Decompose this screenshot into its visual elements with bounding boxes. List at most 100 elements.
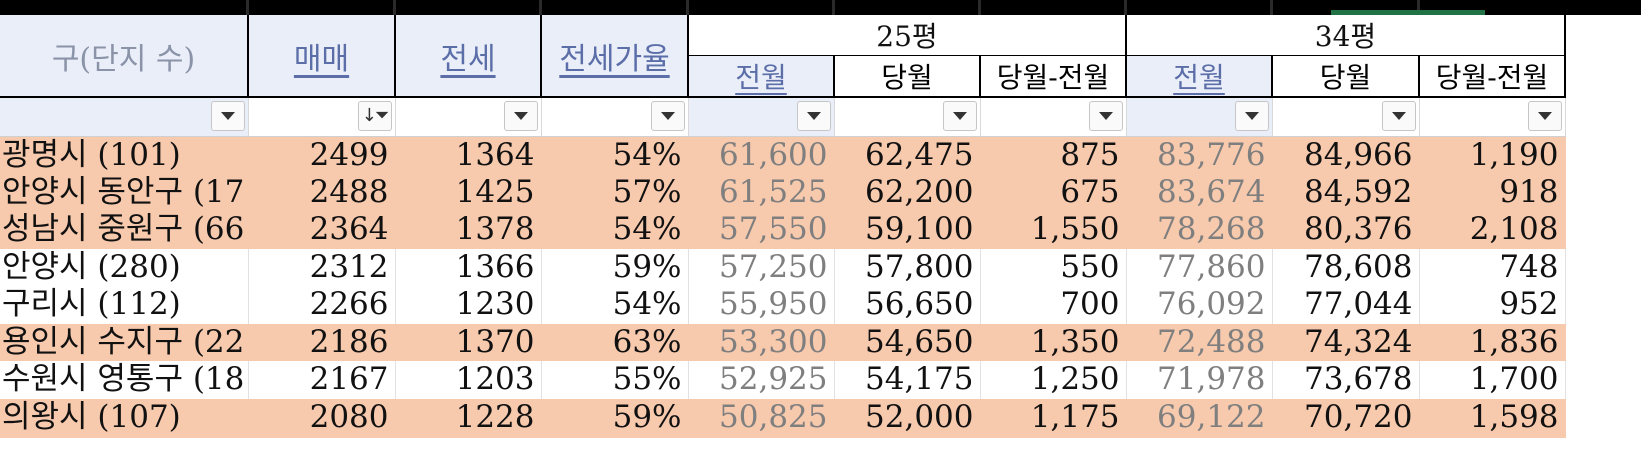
cell-region[interactable]: 의왕시 (107) xyxy=(0,398,249,438)
cell-34-diff[interactable]: 1,836 xyxy=(1419,323,1566,361)
cell-34-prev[interactable]: 76,092 xyxy=(1126,286,1273,324)
cell-34-prev[interactable]: 77,860 xyxy=(1126,248,1273,286)
header-34-diff[interactable]: 당월-전월 xyxy=(1419,55,1566,98)
cell-region[interactable]: 용인시 수지구 (22 xyxy=(0,323,249,361)
cell-25-curr[interactable]: 62,200 xyxy=(834,173,981,211)
cell-25-curr[interactable]: 57,800 xyxy=(834,248,981,286)
cell-ratio[interactable]: 59% xyxy=(541,398,689,438)
cell-34-diff[interactable]: 918 xyxy=(1419,173,1566,211)
header-region[interactable]: 구(단지 수) xyxy=(0,15,249,98)
header-jeonse-ratio[interactable]: 전세가율 xyxy=(541,15,689,98)
cell-34-diff[interactable]: 1,598 xyxy=(1419,398,1566,438)
cell-jeonse[interactable]: 1425 xyxy=(395,173,542,211)
cell-34-curr[interactable]: 80,376 xyxy=(1272,211,1420,249)
header-jeonse[interactable]: 전세 xyxy=(395,15,542,98)
cell-25-curr[interactable]: 56,650 xyxy=(834,286,981,324)
filter-button-25-prev[interactable] xyxy=(796,101,831,131)
cell-sale[interactable]: 2499 xyxy=(248,136,396,174)
cell-34-prev[interactable]: 83,776 xyxy=(1126,136,1273,174)
cell-25-prev[interactable]: 57,250 xyxy=(688,248,835,286)
cell-25-prev[interactable]: 53,300 xyxy=(688,323,835,361)
cell-25-diff[interactable]: 1,550 xyxy=(980,211,1127,249)
cell-25-prev[interactable]: 55,950 xyxy=(688,286,835,324)
cell-25-prev[interactable]: 57,550 xyxy=(688,211,835,249)
cell-34-curr[interactable]: 84,592 xyxy=(1272,173,1420,211)
cell-25-diff[interactable]: 700 xyxy=(980,286,1127,324)
cell-jeonse[interactable]: 1230 xyxy=(395,286,542,324)
cell-jeonse[interactable]: 1203 xyxy=(395,361,542,399)
header-34-prev[interactable]: 전월 xyxy=(1126,55,1273,98)
cell-25-diff[interactable]: 675 xyxy=(980,173,1127,211)
filter-button-region[interactable] xyxy=(210,101,245,131)
filter-button-25-diff[interactable] xyxy=(1088,101,1123,131)
cell-34-curr[interactable]: 84,966 xyxy=(1272,136,1420,174)
filter-button-ratio[interactable] xyxy=(650,101,685,131)
cell-34-curr[interactable]: 78,608 xyxy=(1272,248,1420,286)
cell-34-prev[interactable]: 78,268 xyxy=(1126,211,1273,249)
cell-ratio[interactable]: 57% xyxy=(541,173,689,211)
cell-jeonse[interactable]: 1370 xyxy=(395,323,542,361)
cell-34-prev[interactable]: 83,674 xyxy=(1126,173,1273,211)
filter-button-34-curr[interactable] xyxy=(1381,101,1416,131)
cell-25-prev[interactable]: 52,925 xyxy=(688,361,835,399)
filter-button-34-diff[interactable] xyxy=(1527,101,1562,131)
cell-ratio[interactable]: 54% xyxy=(541,211,689,249)
cell-34-curr[interactable]: 70,720 xyxy=(1272,398,1420,438)
cell-ratio[interactable]: 54% xyxy=(541,286,689,324)
sort-filter-button-sale[interactable]: ↓⏷ xyxy=(357,101,392,131)
cell-sale[interactable]: 2080 xyxy=(248,398,396,438)
cell-sale[interactable]: 2364 xyxy=(248,211,396,249)
cell-34-diff[interactable]: 1,700 xyxy=(1419,361,1566,399)
cell-25-curr[interactable]: 62,475 xyxy=(834,136,981,174)
cell-25-curr[interactable]: 54,175 xyxy=(834,361,981,399)
header-sale[interactable]: 매매 xyxy=(248,15,396,98)
cell-34-prev[interactable]: 69,122 xyxy=(1126,398,1273,438)
cell-25-diff[interactable]: 1,250 xyxy=(980,361,1127,399)
cell-25-diff[interactable]: 550 xyxy=(980,248,1127,286)
cell-34-diff[interactable]: 2,108 xyxy=(1419,211,1566,249)
cell-25-prev[interactable]: 50,825 xyxy=(688,398,835,438)
cell-region[interactable]: 수원시 영통구 (18 xyxy=(0,361,249,399)
cell-25-diff[interactable]: 1,175 xyxy=(980,398,1127,438)
filter-button-25-curr[interactable] xyxy=(942,101,977,131)
cell-jeonse[interactable]: 1378 xyxy=(395,211,542,249)
cell-25-prev[interactable]: 61,600 xyxy=(688,136,835,174)
cell-region[interactable]: 구리시 (112) xyxy=(0,286,249,324)
cell-jeonse[interactable]: 1366 xyxy=(395,248,542,286)
cell-region[interactable]: 성남시 중원구 (66 xyxy=(0,211,249,249)
cell-ratio[interactable]: 63% xyxy=(541,323,689,361)
cell-25-diff[interactable]: 1,350 xyxy=(980,323,1127,361)
header-25-prev[interactable]: 전월 xyxy=(688,55,835,98)
cell-34-diff[interactable]: 952 xyxy=(1419,286,1566,324)
header-25-curr[interactable]: 당월 xyxy=(834,55,981,98)
cell-jeonse[interactable]: 1228 xyxy=(395,398,542,438)
cell-34-prev[interactable]: 72,488 xyxy=(1126,323,1273,361)
cell-ratio[interactable]: 54% xyxy=(541,136,689,174)
cell-sale[interactable]: 2266 xyxy=(248,286,396,324)
cell-sale[interactable]: 2488 xyxy=(248,173,396,211)
filter-button-jeonse[interactable] xyxy=(503,101,538,131)
cell-region[interactable]: 안양시 (280) xyxy=(0,248,249,286)
header-34-curr[interactable]: 당월 xyxy=(1272,55,1420,98)
cell-sale[interactable]: 2312 xyxy=(248,248,396,286)
cell-region[interactable]: 안양시 동안구 (17 xyxy=(0,173,249,211)
cell-25-curr[interactable]: 59,100 xyxy=(834,211,981,249)
cell-25-diff[interactable]: 875 xyxy=(980,136,1127,174)
cell-25-curr[interactable]: 52,000 xyxy=(834,398,981,438)
filter-button-34-prev[interactable] xyxy=(1234,101,1269,131)
cell-34-curr[interactable]: 73,678 xyxy=(1272,361,1420,399)
cell-34-curr[interactable]: 77,044 xyxy=(1272,286,1420,324)
cell-jeonse[interactable]: 1364 xyxy=(395,136,542,174)
cell-25-curr[interactable]: 54,650 xyxy=(834,323,981,361)
header-25-diff[interactable]: 당월-전월 xyxy=(980,55,1127,98)
cell-sale[interactable]: 2167 xyxy=(248,361,396,399)
cell-34-diff[interactable]: 748 xyxy=(1419,248,1566,286)
cell-34-diff[interactable]: 1,190 xyxy=(1419,136,1566,174)
cell-ratio[interactable]: 55% xyxy=(541,361,689,399)
cell-region[interactable]: 광명시 (101) xyxy=(0,136,249,174)
cell-25-prev[interactable]: 61,525 xyxy=(688,173,835,211)
cell-sale[interactable]: 2186 xyxy=(248,323,396,361)
cell-ratio[interactable]: 59% xyxy=(541,248,689,286)
cell-34-curr[interactable]: 74,324 xyxy=(1272,323,1420,361)
cell-34-prev[interactable]: 71,978 xyxy=(1126,361,1273,399)
